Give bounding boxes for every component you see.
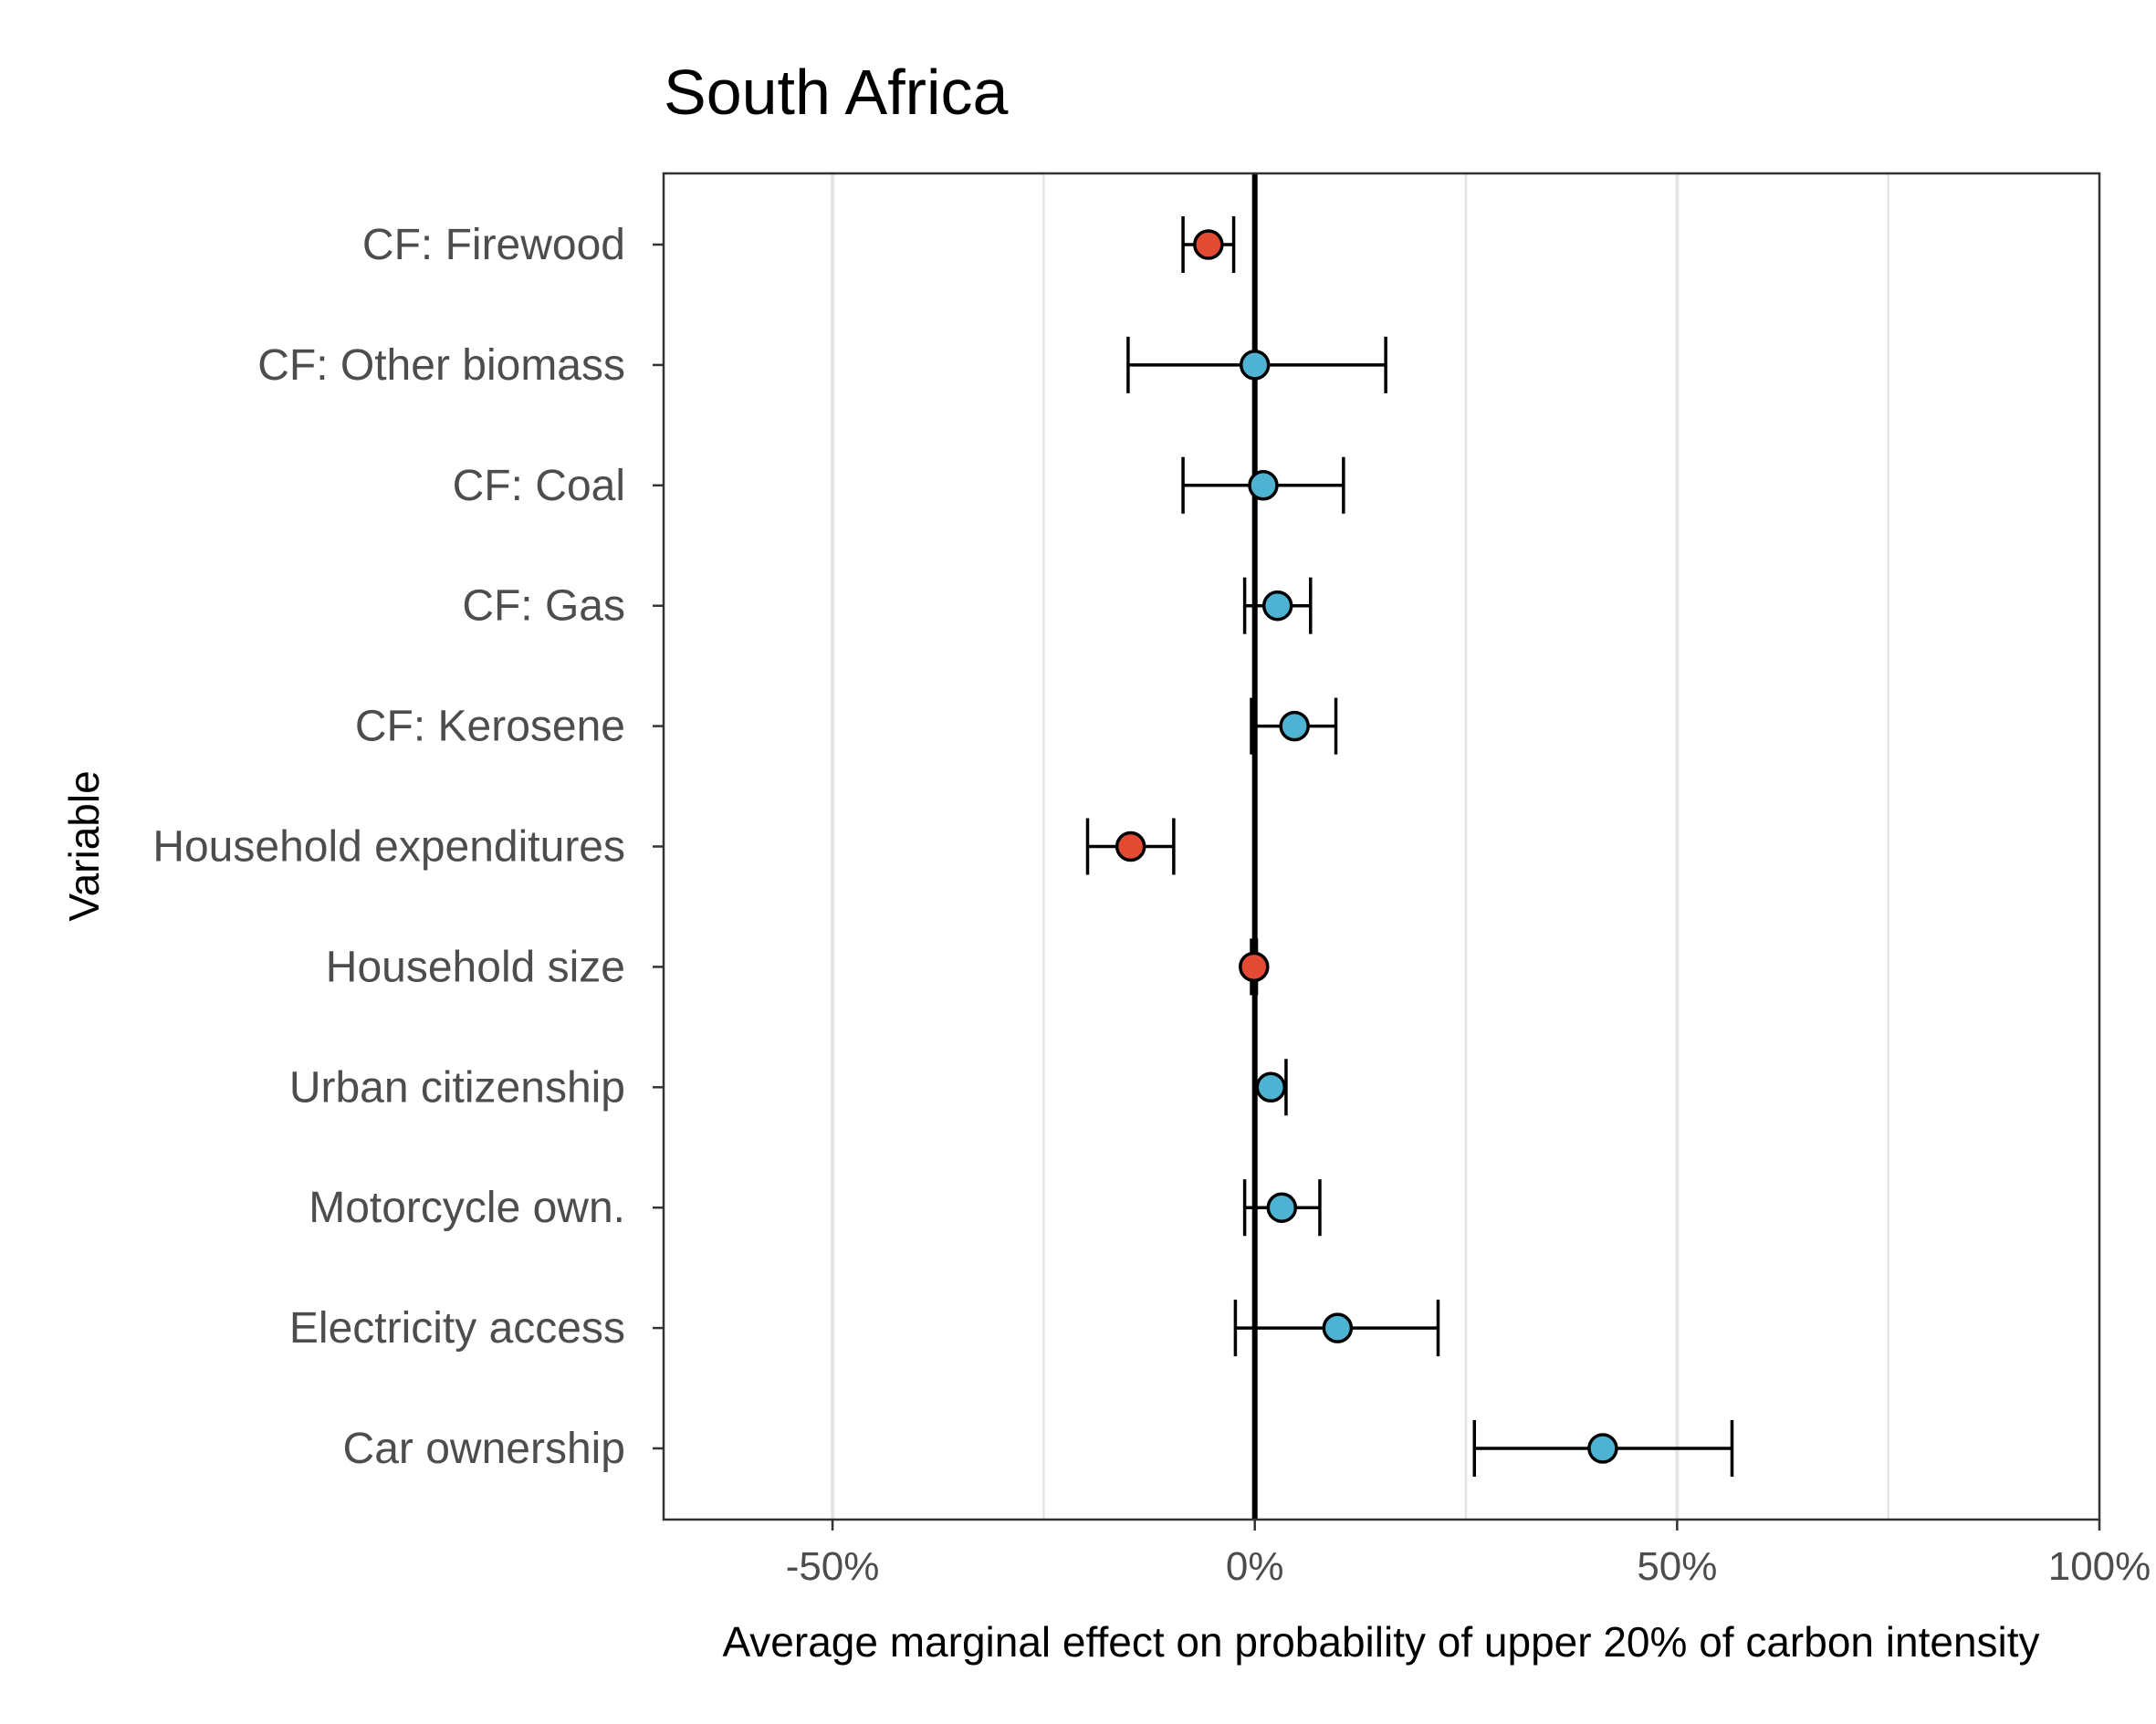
chart-title: South Africa — [664, 57, 1009, 128]
estimate-point — [1279, 710, 1310, 742]
y-tick-label: Motorcycle own. — [309, 1184, 625, 1232]
y-axis-title: Variable — [60, 770, 108, 921]
x-axis-title: Average marginal effect on probability o… — [722, 1618, 2039, 1666]
y-tick-label: Car ownership — [343, 1425, 625, 1473]
y-tick-label: CF: Firewood — [362, 221, 625, 269]
estimate-point — [1255, 1071, 1287, 1103]
data-point-group — [1250, 697, 1338, 755]
x-tick-label: 100% — [2048, 1544, 2151, 1589]
estimate-point — [1115, 831, 1146, 862]
y-tick-label: Urban citizenship — [289, 1063, 625, 1112]
data-point-group — [1242, 577, 1313, 634]
data-point-group — [1126, 336, 1387, 393]
y-axis: CF: Firewood CF: Other biomass CF: Coal CF:… — [152, 221, 664, 1473]
grid-layer — [831, 173, 1889, 1520]
y-tick-label: Household expenditures — [152, 823, 625, 872]
estimate-point — [1322, 1312, 1354, 1343]
y-tick-label: CF: Coal — [453, 462, 625, 510]
data-point-group — [1472, 1420, 1734, 1477]
estimate-point — [1261, 590, 1293, 622]
x-tick-label: 50% — [1637, 1544, 1717, 1589]
y-tick-label: Household size — [326, 943, 625, 991]
data-point-group — [1085, 818, 1176, 875]
x-tick-label: -50% — [786, 1544, 880, 1589]
estimate-point — [1587, 1433, 1618, 1464]
x-axis: -50% 0% 50% 100% — [786, 1520, 2151, 1589]
estimate-point — [1266, 1192, 1298, 1223]
y-tick-label: Electricity access — [289, 1304, 625, 1353]
estimate-point — [1239, 350, 1271, 381]
y-tick-label: CF: Gas — [462, 582, 625, 631]
estimate-point — [1248, 470, 1279, 501]
data-point-group — [1181, 456, 1345, 514]
y-tick-label: CF: Kerosene — [355, 703, 625, 751]
estimate-point — [1193, 229, 1224, 260]
data-point-group — [1181, 216, 1236, 273]
data-point-group — [1239, 938, 1270, 996]
data-point-group — [1233, 1300, 1440, 1357]
plot-panel-border — [662, 172, 2101, 1521]
data-point-group — [1252, 1059, 1288, 1116]
x-tick-label: 0% — [1226, 1544, 1284, 1589]
estimate-point — [1239, 951, 1270, 983]
marks-layer — [1085, 216, 1734, 1477]
data-point-group — [1242, 1179, 1322, 1237]
y-tick-label: CF: Other biomass — [257, 341, 625, 390]
